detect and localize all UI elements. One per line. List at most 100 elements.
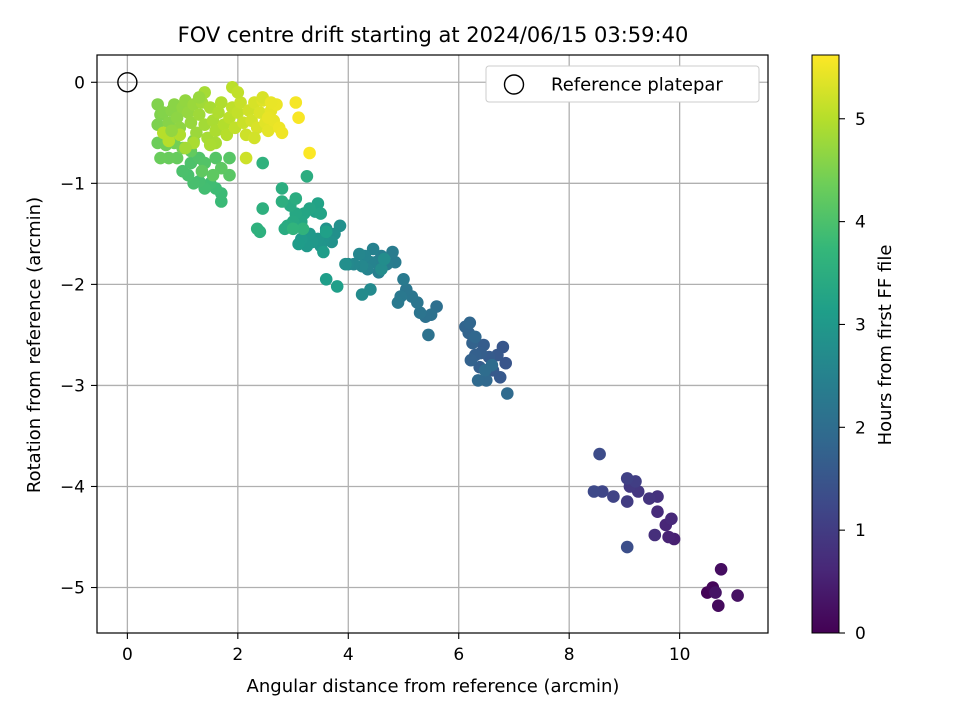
data-point bbox=[662, 530, 675, 544]
data-point bbox=[190, 126, 203, 140]
data-point bbox=[620, 540, 634, 554]
data-point bbox=[215, 161, 228, 175]
data-point bbox=[256, 156, 270, 170]
data-point bbox=[176, 164, 189, 178]
colorbar-tick-label: 1 bbox=[855, 521, 866, 541]
data-point bbox=[714, 563, 728, 576]
data-point bbox=[339, 257, 352, 271]
x-tick-label: 6 bbox=[453, 645, 464, 665]
legend-box bbox=[485, 65, 760, 103]
data-point bbox=[195, 164, 209, 178]
data-point bbox=[215, 96, 228, 109]
colorbar-ticks: 0 1 2 3 4 5 bbox=[839, 110, 866, 644]
data-point bbox=[234, 96, 247, 109]
x-tick-label: 10 bbox=[669, 645, 691, 665]
data-point bbox=[154, 151, 167, 165]
data-point bbox=[292, 111, 305, 124]
legend-marker-icon bbox=[503, 74, 525, 95]
x-tick-label: 4 bbox=[343, 645, 354, 665]
data-point bbox=[250, 222, 264, 236]
colorbar-gradient bbox=[811, 54, 840, 634]
data-point bbox=[648, 528, 662, 542]
data-point bbox=[471, 374, 485, 387]
data-point bbox=[377, 252, 391, 266]
data-point bbox=[212, 106, 225, 119]
data-point bbox=[170, 111, 184, 124]
data-point bbox=[712, 599, 725, 612]
data-point bbox=[391, 296, 405, 309]
data-point bbox=[303, 146, 316, 160]
data-point bbox=[261, 111, 275, 124]
data-point bbox=[375, 262, 388, 276]
data-point bbox=[314, 207, 328, 220]
data-point bbox=[165, 124, 178, 138]
data-point bbox=[607, 490, 620, 503]
colorbar-tick-label: 2 bbox=[855, 418, 866, 438]
x-tick-label: 2 bbox=[232, 645, 243, 665]
data-point bbox=[665, 512, 678, 526]
data-point bbox=[643, 492, 656, 505]
y-tick-label: −1 bbox=[60, 174, 85, 194]
y-axis-label: Rotation from reference (arcmin) bbox=[24, 197, 45, 493]
legend: Reference platepar bbox=[485, 65, 760, 103]
data-point bbox=[319, 273, 333, 286]
data-point bbox=[223, 168, 236, 182]
data-point bbox=[300, 170, 314, 183]
data-point bbox=[593, 447, 606, 461]
data-point bbox=[587, 485, 601, 498]
y-tick-label: 0 bbox=[74, 73, 85, 93]
data-point bbox=[220, 128, 234, 142]
x-axis-label: Angular distance from reference (arcmin) bbox=[247, 676, 620, 697]
data-point bbox=[292, 237, 305, 251]
data-points bbox=[151, 81, 744, 612]
data-point bbox=[179, 141, 192, 155]
colorbar-tick-label: 0 bbox=[855, 624, 866, 644]
data-point bbox=[231, 86, 245, 99]
data-point bbox=[223, 151, 236, 165]
data-point bbox=[286, 222, 300, 236]
reference-marker bbox=[117, 72, 138, 93]
data-point bbox=[184, 116, 198, 129]
colorbar-tick-label: 5 bbox=[855, 110, 866, 130]
data-point bbox=[366, 242, 380, 256]
data-point bbox=[651, 505, 664, 518]
data-point bbox=[317, 245, 330, 259]
legend-label: Reference platepar bbox=[551, 75, 723, 96]
data-point bbox=[203, 138, 217, 152]
data-point bbox=[330, 280, 344, 293]
data-point bbox=[275, 182, 289, 195]
data-point bbox=[463, 316, 477, 330]
data-point bbox=[192, 91, 206, 104]
data-point bbox=[501, 387, 514, 400]
reference-point-marker bbox=[117, 72, 138, 93]
y-tick-label: −5 bbox=[60, 579, 85, 599]
data-point bbox=[289, 192, 303, 205]
data-point bbox=[397, 273, 410, 286]
data-point bbox=[261, 124, 275, 138]
data-point bbox=[206, 168, 220, 182]
data-point bbox=[231, 106, 245, 119]
data-point bbox=[469, 330, 482, 344]
y-tick-label: −2 bbox=[60, 275, 85, 295]
colorbar-tick-label: 4 bbox=[855, 213, 866, 233]
data-point bbox=[275, 195, 289, 208]
data-point bbox=[256, 202, 270, 215]
colorbar-tick-label: 3 bbox=[855, 315, 866, 335]
data-point bbox=[731, 589, 744, 602]
data-point bbox=[275, 126, 289, 140]
data-point bbox=[192, 108, 206, 121]
data-point bbox=[386, 245, 399, 259]
data-point bbox=[319, 225, 333, 239]
data-point bbox=[162, 134, 176, 148]
data-point bbox=[296, 222, 310, 236]
plot-frame bbox=[96, 54, 769, 634]
y-tick-label: −3 bbox=[60, 376, 85, 396]
colorbar-label: Hours from first FF file bbox=[875, 245, 896, 446]
colorbar: 0 1 2 3 4 5 Hours from first FF file bbox=[811, 54, 896, 644]
data-point bbox=[209, 151, 222, 165]
data-point bbox=[248, 131, 261, 145]
data-point bbox=[464, 353, 478, 367]
data-point bbox=[709, 586, 722, 599]
axis-ticks: 0 2 4 6 8 10 0 −1 −2 −3 −4 −5 bbox=[60, 73, 691, 665]
